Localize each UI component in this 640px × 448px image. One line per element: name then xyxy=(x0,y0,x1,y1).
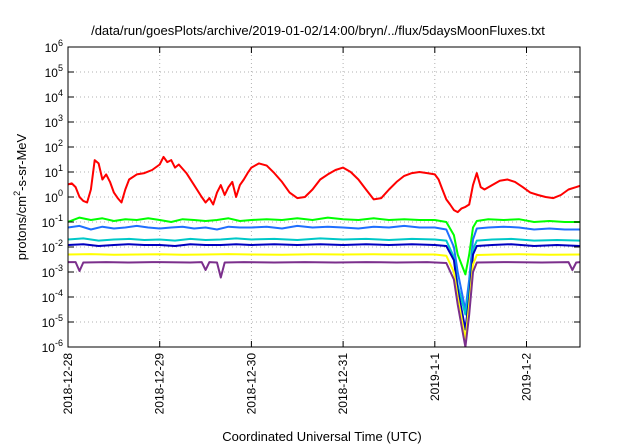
y-tick-label-base: 10 xyxy=(42,316,56,330)
y-tick-label: 104 xyxy=(45,88,63,105)
x-tick-label: 2019-1-1 xyxy=(428,353,442,401)
y-tick-label-exp: -5 xyxy=(55,313,63,323)
x-tick-label: 2019-1-2 xyxy=(520,353,534,401)
y-tick-label: 10-3 xyxy=(42,263,63,280)
y-tick-label: 101 xyxy=(45,163,63,180)
y-tick-label: 102 xyxy=(45,138,63,155)
y-tick-label: 105 xyxy=(45,63,63,80)
y-axis-label-base: protons/cm xyxy=(14,196,29,260)
y-tick-label-base: 10 xyxy=(45,116,59,130)
x-tick-label: 2018-12-31 xyxy=(336,353,350,415)
series-line-5 xyxy=(68,243,580,331)
y-tick-label: 100 xyxy=(45,188,63,205)
y-tick-label-base: 10 xyxy=(45,191,59,205)
y-tick-label: 103 xyxy=(45,113,63,130)
y-tick-label-base: 10 xyxy=(42,241,56,255)
y-tick-label: 10-6 xyxy=(42,338,63,355)
y-axis-label: protons/cm2-s-sr-MeV xyxy=(12,133,29,260)
grid-lines xyxy=(67,47,580,347)
y-tick-label-exp: 6 xyxy=(58,38,63,48)
y-tick-label-base: 10 xyxy=(42,216,56,230)
series-line-4 xyxy=(68,237,580,316)
y-tick-label-base: 10 xyxy=(45,41,59,55)
y-tick-label-exp: -6 xyxy=(55,338,63,348)
y-tick-label-exp: 3 xyxy=(58,113,63,123)
y-tick-label: 10-5 xyxy=(42,313,63,330)
x-axis: 2018-12-28 2018-12-29 2018-12-30 2018-12-31… xyxy=(61,47,534,414)
x-axis-label: Coordinated Universal Time (UTC) xyxy=(222,429,421,444)
y-tick-label-exp: -2 xyxy=(55,238,63,248)
series-line-6 xyxy=(68,253,580,341)
y-tick-label-exp: 0 xyxy=(58,188,63,198)
y-tick-label-base: 10 xyxy=(42,291,56,305)
series-line-2 xyxy=(68,216,580,276)
y-axis: 10-610-510-410-310-210-11001011021031041… xyxy=(42,38,580,355)
series-layer xyxy=(68,155,580,347)
series-line-7 xyxy=(68,261,580,347)
series-line-3 xyxy=(68,224,580,312)
y-tick-label-base: 10 xyxy=(45,141,59,155)
y-tick-label-base: 10 xyxy=(45,91,59,105)
y-tick-label-exp: -3 xyxy=(55,263,63,273)
y-tick-label-base: 10 xyxy=(45,166,59,180)
y-tick-label: 10-2 xyxy=(42,238,63,255)
y-tick-label: 106 xyxy=(45,38,63,55)
y-tick-label: 10-4 xyxy=(42,288,63,305)
x-tick-label: 2018-12-29 xyxy=(153,353,167,415)
y-tick-label-exp: 2 xyxy=(58,138,63,148)
series-line-1 xyxy=(68,155,580,214)
y-tick-label-base: 10 xyxy=(45,66,59,80)
x-tick-label: 2018-12-28 xyxy=(61,353,75,415)
y-tick-label-exp: 1 xyxy=(58,163,63,173)
y-tick-label-base: 10 xyxy=(42,266,56,280)
y-tick-label-exp: -4 xyxy=(55,288,63,298)
y-tick-label-exp: -1 xyxy=(55,213,63,223)
x-tick-label: 2018-12-30 xyxy=(244,353,258,415)
y-tick-label: 10-1 xyxy=(42,213,63,230)
y-tick-label-base: 10 xyxy=(42,341,56,355)
y-axis-label-exp: 2 xyxy=(12,191,22,196)
y-tick-label-exp: 4 xyxy=(58,88,63,98)
chart-title: /data/run/goesPlots/archive/2019-01-02/1… xyxy=(91,23,545,38)
y-axis-label-rest: -s-sr-MeV xyxy=(14,133,29,190)
y-tick-label-exp: 5 xyxy=(58,63,63,73)
